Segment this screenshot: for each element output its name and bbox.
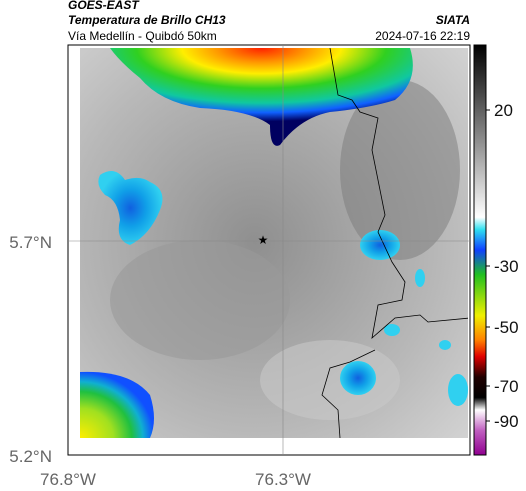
lat-label: 5.7°N <box>9 233 52 252</box>
agency: SIATA <box>436 13 470 27</box>
colorbar-label: -70 <box>494 377 519 396</box>
colorbar-label: -90 <box>494 412 519 431</box>
colorbar-label: -50 <box>494 318 519 337</box>
lon-label: 76.8°W <box>40 470 96 489</box>
satellite-image <box>80 48 468 438</box>
lon-label: 76.3°W <box>255 470 311 489</box>
colorbar <box>473 44 487 456</box>
lat-label: 5.2°N <box>9 447 52 466</box>
route: Vía Medellín - Quibdó 50km <box>68 29 217 43</box>
location-star: ★ <box>258 233 269 247</box>
colorbar-label: -30 <box>494 257 519 276</box>
timestamp: 2024-07-16 22:19 <box>375 29 470 43</box>
source: GOES-EAST <box>68 0 140 12</box>
colorbar-label: 20 <box>494 101 513 120</box>
product: Temperatura de Brillo CH13 <box>68 13 226 27</box>
